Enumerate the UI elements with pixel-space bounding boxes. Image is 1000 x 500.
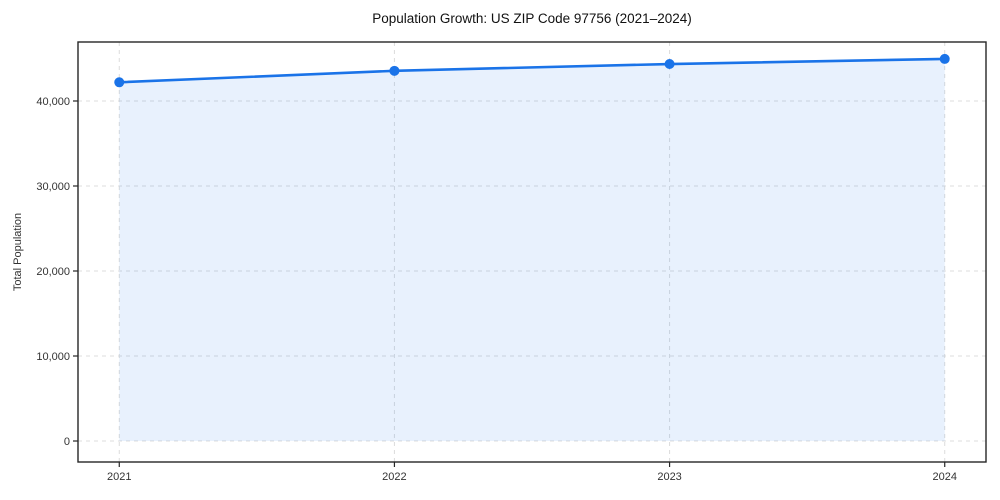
y-tick-label: 10,000 xyxy=(36,351,70,363)
data-point-marker xyxy=(664,59,675,70)
x-tick-label: 2021 xyxy=(107,471,131,483)
area-fill xyxy=(119,58,945,442)
plot-border xyxy=(77,41,987,463)
y-tick-label: 40,000 xyxy=(36,96,70,108)
data-point-marker xyxy=(939,53,950,64)
x-tick-label: 2024 xyxy=(932,471,956,483)
x-tick-label: 2022 xyxy=(382,471,406,483)
data-line xyxy=(117,57,947,84)
y-tick-label: 30,000 xyxy=(36,181,70,193)
x-tick-label: 2023 xyxy=(657,471,681,483)
y-tick-label: 20,000 xyxy=(36,266,70,278)
chart-title: Population Growth: US ZIP Code 97756 (20… xyxy=(372,11,692,26)
y-tick-label: 0 xyxy=(64,436,70,448)
data-point-marker xyxy=(114,77,125,88)
data-point-marker xyxy=(389,65,400,76)
